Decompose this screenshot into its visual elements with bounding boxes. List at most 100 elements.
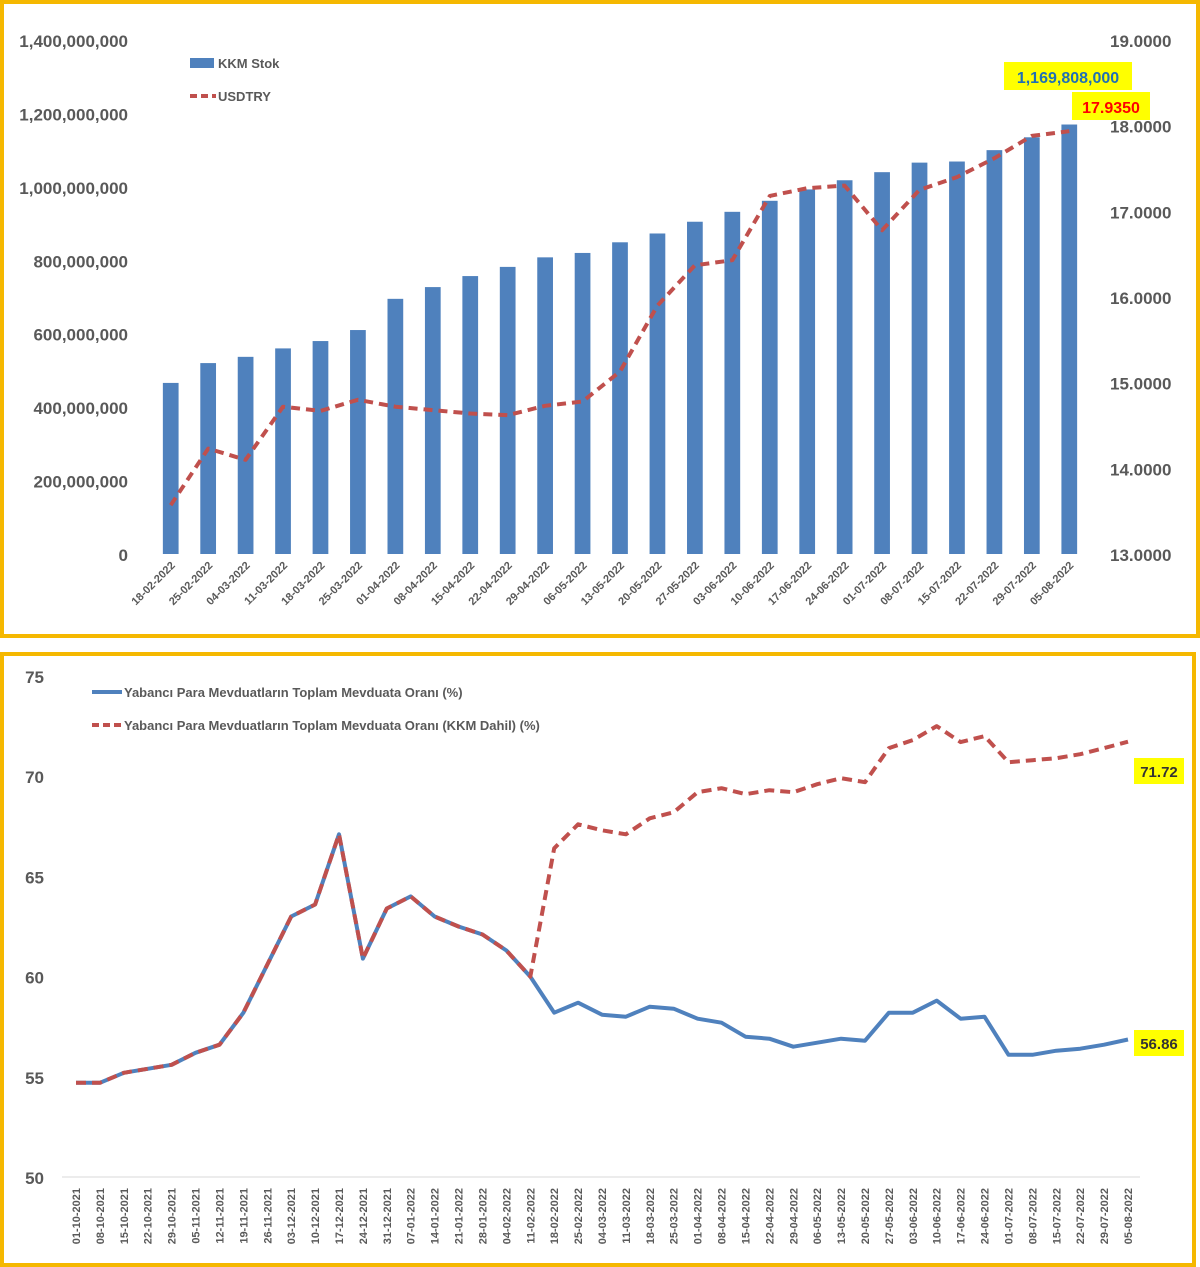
x-axis-tick-label: 07-01-2022 xyxy=(406,1188,418,1244)
x-axis-tick-label: 01-07-2022 xyxy=(1003,1188,1015,1244)
fx-deposit-ratio-chart: 50 55 60 65 70 75 01-10-2021 08-10-2021 15-10-20… xyxy=(25,668,1184,1244)
y-axis-tick-label: 65 xyxy=(25,868,44,887)
x-axis-tick-label: 25-03-2022 xyxy=(669,1188,681,1244)
right-axis-tick-label: 19.0000 xyxy=(1110,32,1171,51)
kkm-stok-bar xyxy=(687,221,703,554)
x-axis-tick-label: 15-04-2022 xyxy=(740,1188,752,1244)
x-axis-tick-label: 25-02-2022 xyxy=(573,1188,585,1244)
fx-ratio-incl-kkm-last-value-label: 71.72 xyxy=(1140,764,1178,781)
fx-ratio-incl-kkm-callout-bg xyxy=(1134,758,1184,784)
x-axis-tick-label: 22-04-2022 xyxy=(764,1188,776,1244)
usdtry-callout-bg xyxy=(1072,92,1150,120)
fx-ratio-incl-kkm-line xyxy=(76,724,1129,1085)
right-axis-tick-label: 16.0000 xyxy=(1110,289,1171,308)
x-axis-tick-label: 24-06-2022 xyxy=(980,1188,992,1244)
x-axis-tick-label: 18-02-2022 xyxy=(549,1188,561,1244)
x-axis-tick-label: 10-12-2021 xyxy=(310,1188,322,1244)
x-axis-tick-label: 11-02-2022 xyxy=(525,1188,537,1244)
x-axis-tick-label: 10-06-2022 xyxy=(932,1188,944,1244)
left-axis-tick-label: 0 xyxy=(119,546,128,565)
left-axis-tick-label: 800,000,000 xyxy=(33,252,128,271)
kkm-usdtry-chart: 0 200,000,000 400,000,000 600,000,000 800,00… xyxy=(19,32,1171,608)
x-axis-tick-label: 08-07-2022 xyxy=(1027,1188,1039,1244)
kkm-stok-bar xyxy=(612,242,628,554)
x-axis-tick-label: 11-03-2022 xyxy=(621,1188,633,1244)
kkm-stok-bar xyxy=(312,341,329,554)
kkm-stok-bar xyxy=(499,266,516,554)
kkm-stok-bar xyxy=(986,150,1003,554)
kkm-stok-bar xyxy=(649,233,666,554)
x-axis-tick-label: 14-01-2022 xyxy=(430,1188,442,1244)
left-axis-tick-label: 1,200,000,000 xyxy=(19,105,128,124)
x-axis-tick-label: 13-05-2022 xyxy=(836,1188,848,1244)
x-axis-tick-label: 12-11-2021 xyxy=(214,1188,226,1244)
x-axis-tick-label: 08-04-2022 xyxy=(717,1188,729,1244)
x-axis-tick-label: 21-01-2022 xyxy=(454,1188,466,1244)
left-axis-tick-label: 400,000,000 xyxy=(33,399,128,418)
x-axis-tick-label: 17-06-2022 xyxy=(956,1188,968,1244)
x-axis-tick-label: 27-05-2022 xyxy=(884,1188,896,1244)
kkm-stok-bar xyxy=(350,330,366,554)
kkm-stok-bar xyxy=(724,211,741,554)
fx-ratio-line xyxy=(76,832,1129,1085)
kkm-stok-last-value-label: 1,169,808,000 xyxy=(1017,70,1119,87)
x-axis-tick-label: 04-03-2022 xyxy=(597,1188,609,1244)
x-axis-tick-label: 08-10-2021 xyxy=(95,1188,107,1244)
kkm-stok-bar xyxy=(424,287,441,554)
right-axis-tick-label: 15.0000 xyxy=(1110,375,1171,394)
kkm-usdtry-chart-panel: 0 200,000,000 400,000,000 600,000,000 800,00… xyxy=(0,0,1200,638)
x-axis-tick-label: 26-11-2021 xyxy=(262,1188,274,1244)
kkm-stok-bar xyxy=(387,298,404,554)
usdtry-last-value-label: 17.9350 xyxy=(1082,100,1140,117)
x-axis-tick-label: 29-07-2022 xyxy=(1099,1188,1111,1244)
x-axis-tick-label: 28-01-2022 xyxy=(477,1188,489,1244)
legend-label-fx-ratio-incl-kkm: Yabancı Para Mevduatların Toplam Mevduat… xyxy=(124,718,540,733)
x-axis-tick-label: 01-10-2021 xyxy=(71,1188,83,1244)
x-axis-tick-label: 17-12-2021 xyxy=(334,1188,346,1244)
x-axis-tick-label: 22-07-2022 xyxy=(1075,1188,1087,1244)
y-axis-tick-label: 75 xyxy=(25,668,44,687)
legend-swatch-kkm-stok xyxy=(190,58,214,68)
legend-label-fx-ratio: Yabancı Para Mevduatların Toplam Mevduat… xyxy=(124,685,463,700)
x-axis-tick-label: 15-10-2021 xyxy=(119,1188,131,1244)
x-axis-tick-label: 05-11-2021 xyxy=(191,1188,203,1244)
kkm-stok-bar xyxy=(237,356,254,554)
kkm-stok-callout-bg xyxy=(1004,62,1132,90)
kkm-stok-bar xyxy=(1061,124,1078,554)
kkm-stok-bar xyxy=(200,363,217,554)
right-axis-tick-label: 18.0000 xyxy=(1110,118,1171,137)
y-axis-tick-label: 60 xyxy=(25,969,44,988)
kkm-stok-bar xyxy=(1023,137,1040,555)
x-axis-tick-label: 22-10-2021 xyxy=(143,1188,155,1244)
x-axis-tick-label: 15-07-2022 xyxy=(1051,1188,1063,1244)
kkm-stok-bar xyxy=(836,180,853,554)
x-axis-tick-label: 29-04-2022 xyxy=(788,1188,800,1244)
x-axis-tick-label: 24-12-2021 xyxy=(358,1188,370,1244)
left-axis-tick-label: 200,000,000 xyxy=(33,473,128,492)
x-axis-tick-label: 01-04-2022 xyxy=(693,1188,705,1244)
legend-label-usdtry: USDTRY xyxy=(218,89,271,104)
x-axis-tick-label: 19-11-2021 xyxy=(238,1188,250,1244)
x-axis-tick-label: 04-02-2022 xyxy=(501,1188,513,1244)
x-axis-tick-label: 06-05-2022 xyxy=(812,1188,824,1244)
x-axis-tick-label: 03-06-2022 xyxy=(908,1188,920,1244)
right-axis-tick-label: 14.0000 xyxy=(1110,460,1171,479)
x-axis-tick-label: 20-05-2022 xyxy=(860,1188,872,1244)
kkm-stok-bar xyxy=(275,348,291,554)
fx-deposit-ratio-chart-panel: 50 55 60 65 70 75 01-10-2021 08-10-2021 15-10-20… xyxy=(0,652,1196,1267)
left-axis-tick-label: 1,400,000,000 xyxy=(19,32,128,51)
left-axis-tick-label: 1,000,000,000 xyxy=(19,179,128,198)
y-axis-tick-label: 50 xyxy=(25,1169,44,1188)
x-axis-tick-label: 31-12-2021 xyxy=(382,1188,394,1244)
kkm-stok-bar xyxy=(799,189,816,555)
x-axis-tick-label: 29-10-2021 xyxy=(167,1188,179,1244)
right-axis-tick-label: 13.0000 xyxy=(1110,546,1171,565)
fx-ratio-callout-bg xyxy=(1134,1030,1184,1056)
x-axis-tick-label: 05-08-2022 xyxy=(1123,1188,1135,1244)
legend-label-kkm-stok: KKM Stok xyxy=(218,56,280,71)
right-axis-tick-label: 17.0000 xyxy=(1110,203,1171,222)
left-axis-tick-label: 600,000,000 xyxy=(33,326,128,345)
y-axis-tick-label: 70 xyxy=(25,768,44,787)
kkm-stok-bar xyxy=(574,252,591,554)
kkm-stok-bar xyxy=(874,172,890,554)
